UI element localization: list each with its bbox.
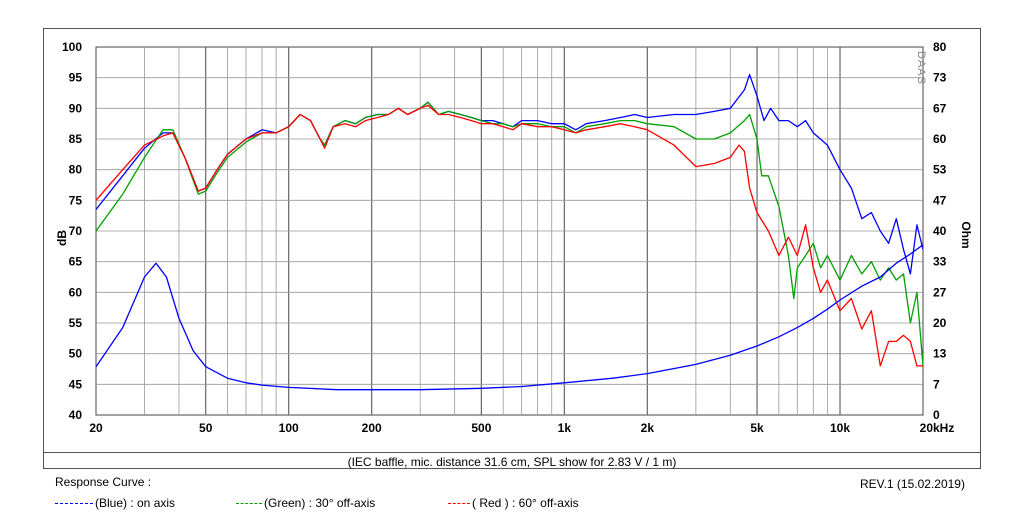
y2-tick-label: 13	[933, 347, 947, 361]
legend-item-blue: (Blue) : on axis	[55, 496, 175, 510]
y-tick-label: 65	[69, 255, 83, 269]
y2-tick-label: 67	[933, 101, 947, 115]
legend-item-green: (Green) : 30° off-axis	[236, 496, 375, 510]
y-tick-label: 45	[69, 377, 83, 391]
x-tick-label: 5k	[750, 421, 764, 435]
legend-swatch-green	[236, 503, 262, 505]
series-layer	[95, 73, 924, 391]
chart-caption: (IEC baffle, mic. distance 31.6 cm, SPL …	[347, 455, 677, 469]
y2-tick-label: 53	[933, 163, 947, 177]
y2-tick-label: 73	[933, 71, 947, 85]
response-curve-title: Response Curve :	[55, 475, 152, 489]
y2-tick-label: 7	[933, 377, 940, 391]
y2-tick-label: 0	[933, 408, 940, 422]
y-tick-label: 90	[69, 101, 83, 115]
y-tick-label: 40	[69, 408, 83, 422]
legend-swatch-red	[448, 503, 470, 505]
y-tick-label: 50	[69, 347, 83, 361]
y2-axis-title: Ohm	[959, 221, 973, 248]
y-tick-label: 80	[69, 163, 83, 177]
legend-label-green: (Green) : 30° off-axis	[264, 496, 376, 510]
y-tick-label: 60	[69, 285, 83, 299]
caption-row: (IEC baffle, mic. distance 31.6 cm, SPL …	[43, 452, 981, 469]
watermark: DAAS	[915, 51, 927, 85]
series-line-ff0000	[95, 104, 923, 367]
y-tick-label: 100	[62, 40, 82, 54]
y-tick-label: 85	[69, 132, 83, 146]
x-tick-label: 20	[89, 421, 103, 435]
legend-item-red: ( Red ) : 60° off-axis	[448, 496, 579, 510]
series-line-impedance	[95, 244, 924, 391]
x-tick-label: 2k	[641, 421, 655, 435]
x-tick-label: 100	[279, 421, 299, 435]
x-tick-label: 10k	[830, 421, 850, 435]
y2-tick-label: 47	[933, 193, 947, 207]
axis-labels: 20 50 100 200 500 1k 2k 5k 10k 20kHz4045505560657…	[55, 40, 973, 435]
grid	[95, 46, 924, 416]
y-tick-label: 55	[69, 316, 83, 330]
y2-tick-label: 60	[933, 132, 947, 146]
x-tick-label: 20kHz	[920, 421, 955, 435]
y2-tick-label: 80	[933, 40, 947, 54]
legend-swatch-blue	[55, 503, 93, 505]
y-axis-title: dB	[55, 230, 69, 246]
y-tick-label: 70	[69, 224, 83, 238]
x-tick-label: 200	[362, 421, 382, 435]
x-tick-label: 50	[199, 421, 213, 435]
y2-tick-label: 20	[933, 316, 947, 330]
y-tick-label: 75	[69, 193, 83, 207]
revision-label: REV.1 (15.02.2019)	[860, 477, 965, 491]
x-tick-label: 1k	[558, 421, 572, 435]
legend-label-blue: (Blue) : on axis	[95, 496, 176, 510]
y2-tick-label: 33	[933, 255, 947, 269]
legend-label-red: ( Red ) : 60° off-axis	[472, 496, 579, 510]
y2-tick-label: 27	[933, 285, 947, 299]
x-tick-label: 500	[471, 421, 491, 435]
y2-tick-label: 40	[933, 224, 947, 238]
y-tick-label: 95	[69, 71, 83, 85]
